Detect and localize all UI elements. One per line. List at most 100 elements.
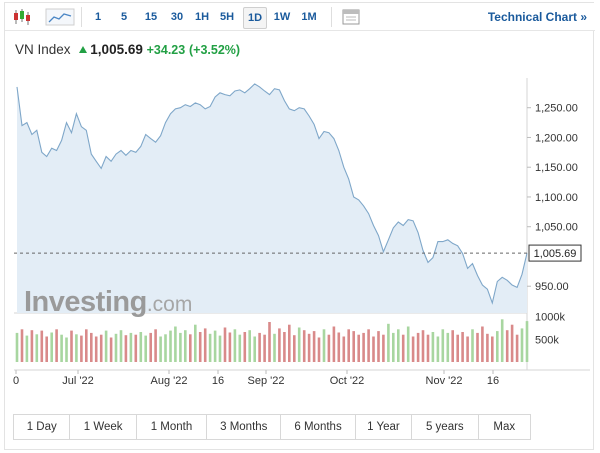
volume-bar [387,323,390,362]
interval-1[interactable]: 1 [94,11,102,23]
technical-chart-link[interactable]: Technical Chart » [487,10,587,24]
volume-bar [411,336,415,362]
volume-bar [85,329,88,362]
interval-5[interactable]: 5 [120,11,128,23]
volume-bar [515,334,519,362]
volume-bar [342,336,346,362]
volume-bar [194,324,197,362]
volume-bar [70,330,73,362]
up-arrow-icon [79,46,88,53]
volume-bar [75,334,78,362]
volume-bar [357,334,360,362]
volume-bar [456,334,459,362]
candlestick-icon[interactable] [9,7,33,27]
volume-bar [337,332,341,362]
area-chart-icon[interactable] [45,7,75,27]
volume-bar [500,319,504,362]
volume-bar [258,332,261,362]
period-1-week[interactable]: 1 Week [70,415,137,439]
volume-bar [476,332,479,362]
x-tick-label: Aug '22 [151,375,188,387]
period-5-years[interactable]: 5 years [412,415,479,439]
volume-bar [268,322,271,362]
volume-bar [312,331,316,362]
price-chart[interactable]: 1,005.69 1,250.00 1,200.00 1,150.00 1,100.00… [0,0,600,400]
x-tick-label: Jul '22 [62,375,93,387]
volume-bar [65,337,68,362]
interval-1m[interactable]: 1M [301,11,317,23]
volume-bar [426,334,430,362]
volume-bar [139,332,143,362]
volume-bar [392,332,395,362]
volume-bar [213,330,217,362]
interval-15[interactable]: 15 [144,11,158,23]
period-3-months[interactable]: 3 Months [207,415,282,439]
volume-bar [431,332,435,362]
volume-bar [520,328,524,362]
volume-bar [109,337,113,362]
volume-bar [149,332,152,362]
volume-bar [154,329,157,362]
volume-bar [461,332,464,362]
volume-bar [248,330,251,362]
period-max[interactable]: Max [493,421,516,433]
period-1-year[interactable]: 1 Year [356,415,413,439]
interval-1d[interactable]: 1D [243,7,267,29]
price-area-fill [17,83,527,314]
volume-bar [144,335,147,362]
calendar-icon[interactable] [339,7,363,27]
toolbar-divider [331,7,332,27]
interval-1w[interactable]: 1W [273,11,291,23]
volume-bar [397,329,400,362]
volume-bar [293,335,296,362]
x-tick-label: 16 [487,375,499,387]
volume-bar [35,334,39,362]
period-6-months[interactable]: 6 Months [281,415,356,439]
volume-bar [164,334,167,362]
volume-bar [278,328,281,362]
volume-bar [307,333,311,362]
volume-bar [189,334,192,362]
volume-bar [372,336,375,362]
quote-header: VN Index 1,005.69 +34.23 (+3.52%) [15,41,240,59]
volume-bar [496,331,499,362]
volume-bar [223,327,227,362]
volume-bar [441,329,445,362]
volume-bar [481,326,484,362]
chart-toolbar: 1 5 15 30 1H 5H 1D 1W 1M Technical Chart… [5,3,595,31]
volume-bar [486,333,489,362]
volume-bar [40,330,44,362]
interval-1h[interactable]: 1H [194,11,210,23]
volume-bar [208,333,212,362]
volume-bar [50,332,53,362]
y-tick-label: 950.00 [535,281,569,293]
volume-bar [406,326,410,362]
y-tick-label: 1,250.00 [535,103,578,115]
volume-bar [436,336,440,362]
volume-bar [367,329,370,362]
toolbar-divider [81,7,82,27]
volume-bar [114,333,118,362]
x-tick-label: Sep '22 [248,375,285,387]
x-tick-label: 16 [212,375,224,387]
interval-5h[interactable]: 5H [219,11,235,23]
period-1-month[interactable]: 1 Month [137,415,208,439]
volume-bar [124,335,128,362]
volume-bar [15,332,19,362]
logo-suffix: .com [146,293,193,316]
investing-logo: Investing.com [24,286,192,319]
volume-tick-label: 500k [535,334,559,346]
volume-bar [416,332,420,362]
volume-bar [347,329,350,362]
last-price-label-box [528,244,582,262]
volume-bar [327,334,331,362]
period-1-day[interactable]: 1 Day [14,415,71,439]
volume-bar [510,324,514,362]
price-change: +34.23 [146,43,186,57]
volume-bar [352,331,355,362]
volume-tick-label: 1000k [535,312,565,324]
volume-bar [263,334,266,362]
volume-bar [174,326,177,362]
volume-bar [253,336,256,362]
interval-30[interactable]: 30 [170,11,184,23]
